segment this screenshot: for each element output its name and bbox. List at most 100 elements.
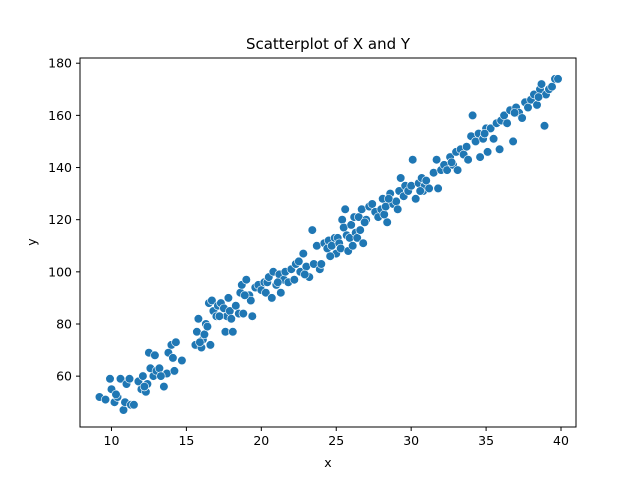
x-tick-label: 15 — [178, 433, 194, 448]
data-point — [246, 295, 256, 306]
data-point — [267, 293, 277, 303]
y-tick-label: 100 — [48, 264, 72, 279]
data-point — [393, 204, 403, 214]
y-tick-label: 140 — [48, 160, 72, 175]
data-point — [453, 165, 463, 175]
data-point — [177, 355, 187, 366]
x-tick-label: 30 — [403, 433, 419, 448]
data-point — [502, 118, 512, 128]
data-point — [115, 374, 126, 384]
data-point — [533, 92, 544, 102]
data-point — [124, 374, 135, 384]
data-point — [195, 337, 205, 347]
data-point — [463, 155, 473, 165]
data-point — [111, 389, 121, 400]
data-point — [202, 322, 212, 332]
data-point — [480, 129, 490, 139]
data-point — [553, 74, 563, 84]
data-point — [100, 395, 111, 405]
data-point — [536, 79, 547, 89]
data-point — [432, 155, 442, 165]
data-point — [307, 225, 317, 235]
data-point — [294, 256, 304, 267]
data-point — [508, 136, 518, 146]
data-point — [118, 405, 129, 415]
data-point — [241, 275, 251, 285]
data-point — [138, 371, 148, 381]
data-point — [273, 277, 283, 287]
data-point — [447, 157, 457, 167]
data-point — [105, 374, 115, 384]
data-point — [247, 311, 257, 321]
data-point — [300, 269, 310, 280]
y-tick-label: 120 — [48, 212, 72, 227]
data-point — [348, 241, 358, 251]
data-point — [396, 173, 406, 183]
data-point — [340, 204, 350, 214]
y-tick-label: 80 — [56, 316, 72, 331]
data-point — [139, 382, 149, 392]
data-point — [226, 314, 236, 324]
data-point — [509, 108, 520, 118]
x-axis-label: x — [324, 455, 331, 470]
plot-frame — [79, 57, 577, 428]
data-point — [475, 152, 485, 162]
data-point — [199, 329, 209, 340]
data-point — [150, 350, 160, 360]
data-point — [384, 194, 394, 204]
data-point — [433, 183, 443, 193]
data-point — [517, 113, 527, 123]
data-point — [547, 82, 557, 92]
data-point — [539, 121, 550, 131]
data-point — [298, 249, 308, 259]
chart-title: Scatterplot of X and Y — [246, 35, 411, 53]
data-point — [337, 215, 347, 225]
data-point — [346, 220, 356, 230]
data-point — [523, 102, 533, 113]
data-point — [495, 144, 505, 154]
data-point — [358, 238, 368, 248]
data-point — [276, 288, 286, 298]
data-point — [171, 337, 181, 347]
y-tick-label: 160 — [48, 108, 72, 123]
data-point — [360, 217, 370, 227]
data-point — [223, 293, 233, 303]
x-tick-label: 35 — [478, 433, 494, 448]
y-axis-label: y — [24, 238, 39, 246]
data-point — [316, 259, 326, 269]
data-point — [214, 311, 224, 321]
data-point — [421, 176, 431, 186]
data-point — [289, 275, 299, 285]
x-tick-label: 20 — [253, 433, 269, 448]
data-point — [168, 353, 178, 363]
y-axis: 60 80 100 120 140 160 180 — [48, 56, 80, 384]
data-point — [355, 225, 365, 235]
data-point — [325, 251, 335, 261]
data-point — [156, 371, 166, 381]
data-point — [154, 363, 164, 373]
data-point — [193, 314, 203, 324]
data-point — [228, 327, 238, 337]
data-point — [367, 199, 377, 209]
data-point — [207, 295, 217, 306]
data-point — [169, 366, 179, 376]
data-point — [411, 194, 421, 204]
data-point — [483, 147, 493, 157]
data-point — [486, 123, 496, 133]
data-point — [462, 142, 472, 152]
x-axis: 10 15 20 25 30 35 40 — [104, 427, 569, 448]
x-tick-label: 40 — [553, 433, 569, 448]
data-point — [129, 400, 139, 410]
x-tick-label: 10 — [104, 433, 120, 448]
y-tick-label: 180 — [48, 56, 72, 71]
data-point — [382, 217, 392, 227]
data-point — [159, 382, 169, 392]
data-point — [468, 110, 478, 120]
data-point — [499, 110, 509, 120]
x-tick-label: 25 — [328, 433, 344, 448]
data-point — [231, 301, 241, 311]
data-point — [424, 183, 434, 193]
data-point — [379, 209, 389, 220]
